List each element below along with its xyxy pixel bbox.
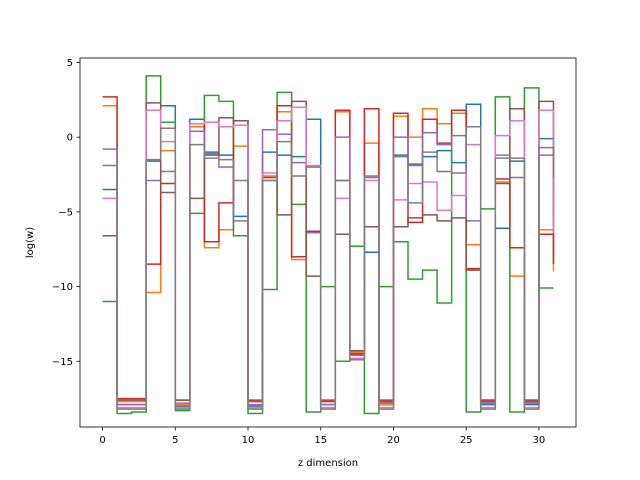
y-tick-label: −5 [58, 207, 73, 218]
x-tick-label: 5 [172, 435, 178, 446]
y-tick-label: 0 [67, 133, 73, 144]
series-line-8 [102, 125, 555, 410]
y-axis: 5 0 −5 −10 −15 [52, 58, 80, 368]
series-layer [102, 75, 555, 415]
x-axis-label: z dimension [298, 458, 358, 469]
y-axis-label: log(w) [25, 227, 36, 258]
plot-frame [79, 57, 577, 428]
x-tick-label: 10 [242, 435, 255, 446]
x-tick-label: 0 [99, 435, 105, 446]
x-tick-label: 15 [314, 435, 327, 446]
x-tick-label: 20 [387, 435, 400, 446]
y-tick-label: −10 [52, 282, 73, 293]
y-tick-label: −15 [52, 357, 73, 368]
y-tick-label: 5 [67, 58, 73, 69]
x-axis: 0 5 10 15 20 25 30 [99, 427, 545, 446]
x-tick-label: 30 [533, 435, 546, 446]
x-tick-label: 25 [460, 435, 473, 446]
series-line-3 [102, 75, 554, 415]
